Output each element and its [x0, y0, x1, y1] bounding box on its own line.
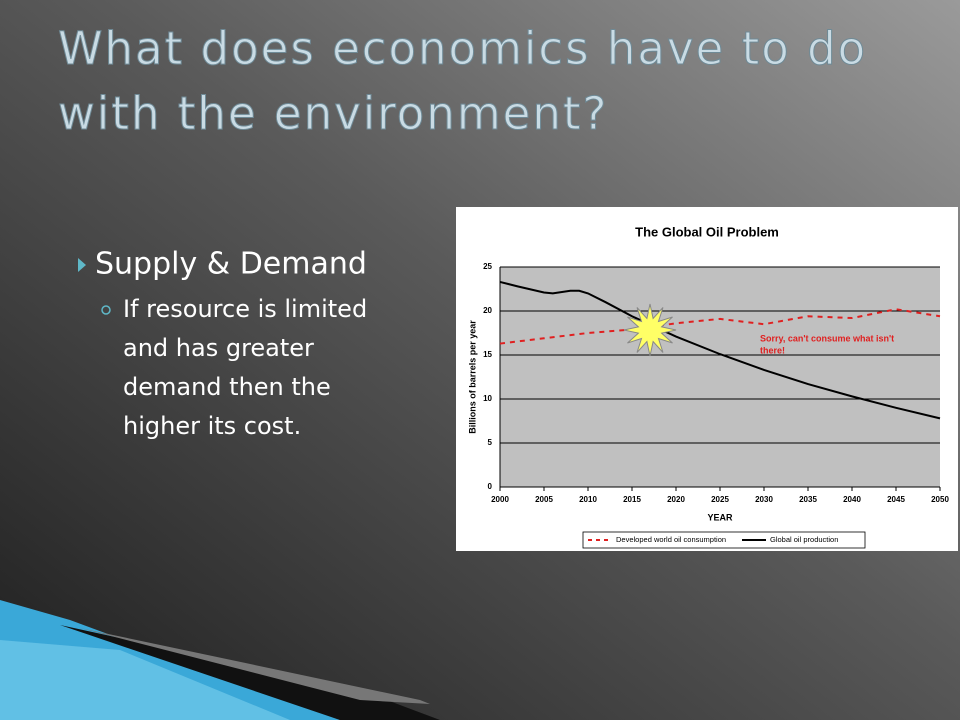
sub-bullet-text: demand then the — [123, 373, 331, 401]
sub-bullet-text: higher its cost. — [123, 412, 301, 440]
title-line: What does economics have to do — [58, 22, 867, 75]
y-tick-label: 0 — [488, 482, 493, 491]
sub-bullet-text: If resource is limited — [123, 295, 367, 323]
x-tick-label: 2045 — [887, 495, 905, 504]
decoration — [0, 600, 440, 720]
title-line: with the environment? — [58, 87, 608, 140]
y-tick-label: 25 — [483, 262, 492, 271]
x-tick-label: 2010 — [579, 495, 597, 504]
x-tick-label: 2030 — [755, 495, 773, 504]
starburst — [623, 303, 677, 357]
y-tick-label: 15 — [483, 350, 492, 359]
series-line — [499, 308, 941, 345]
x-tick-label: 2040 — [843, 495, 861, 504]
x-tick-label: 2015 — [623, 495, 641, 504]
sub-bullet-marker — [101, 305, 111, 315]
x-axis-label: YEAR — [707, 512, 733, 522]
y-axis-label: Billions of barrels per year — [467, 320, 477, 434]
plot-area — [500, 267, 940, 487]
annotation: Sorry, can't consume what isn't — [760, 333, 894, 343]
series-line — [499, 280, 941, 420]
x-tick-label: 2025 — [711, 495, 729, 504]
annotation: there! — [760, 345, 785, 355]
x-tick-label: 2050 — [931, 495, 949, 504]
y-tick-label: 20 — [483, 306, 492, 315]
legend-label: Global oil production — [770, 535, 838, 544]
y-tick-label: 10 — [483, 394, 492, 403]
chart-title: The Global Oil Problem — [635, 224, 779, 239]
bullet-list: Supply & Demand If resource is limited and… — [78, 247, 367, 440]
bullet-text: Supply & Demand — [95, 247, 367, 282]
x-tick-label: 2005 — [535, 495, 553, 504]
legend-box — [582, 531, 866, 549]
sub-bullet-text: and has greater — [123, 334, 314, 362]
y-tick-label: 5 — [488, 438, 493, 447]
x-tick-label: 2035 — [799, 495, 817, 504]
bullet-marker — [78, 258, 86, 272]
x-tick-label: 2020 — [667, 495, 685, 504]
legend-label: Developed world oil consumption — [616, 535, 726, 544]
slide-title: What does economics have to do with the e… — [58, 22, 867, 141]
x-tick-label: 2000 — [491, 495, 509, 504]
